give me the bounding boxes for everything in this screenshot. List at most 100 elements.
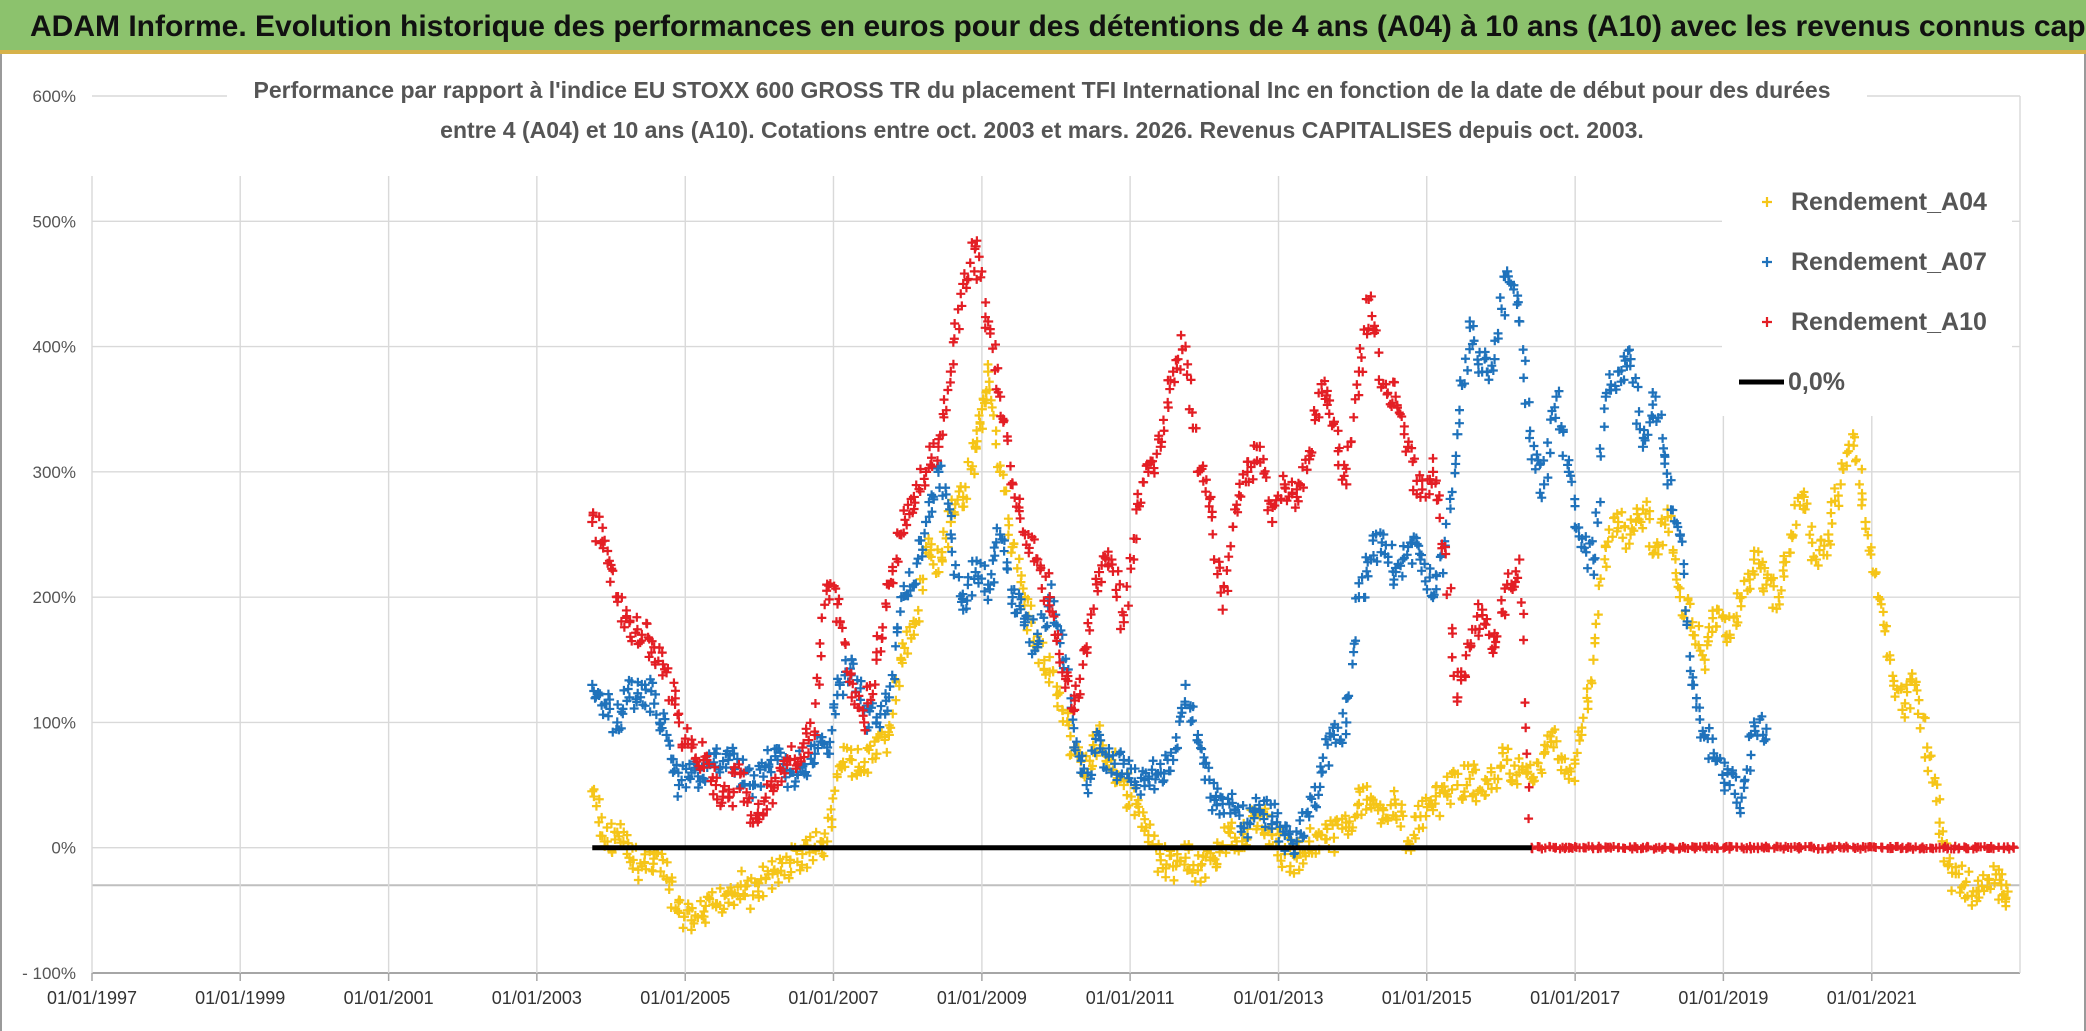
fill-marker bbox=[1631, 373, 1641, 383]
fill-marker bbox=[1016, 570, 1026, 580]
fill-marker bbox=[606, 819, 616, 829]
fill-marker bbox=[886, 723, 896, 733]
fill-marker bbox=[653, 656, 663, 666]
fill-marker bbox=[1217, 793, 1227, 803]
fill-marker bbox=[1712, 622, 1722, 632]
fill-marker bbox=[1822, 550, 1832, 560]
fill-marker bbox=[1069, 723, 1079, 733]
fill-marker bbox=[1672, 575, 1682, 585]
fill-marker bbox=[1131, 783, 1141, 793]
fill-marker bbox=[945, 504, 955, 514]
fill-marker bbox=[1386, 800, 1396, 810]
legend-item: Rendement_A10 bbox=[1762, 308, 1987, 336]
fill-marker bbox=[1629, 526, 1639, 536]
data-point bbox=[1304, 811, 1315, 822]
fill-marker bbox=[847, 771, 857, 781]
fill-marker bbox=[1068, 715, 1078, 725]
fill-marker bbox=[1320, 376, 1330, 386]
fill-marker bbox=[755, 765, 765, 775]
fill-marker bbox=[1349, 647, 1359, 657]
fill-marker bbox=[1520, 698, 1530, 708]
fill-marker bbox=[820, 829, 830, 839]
fill-marker bbox=[667, 877, 677, 887]
fill-marker bbox=[1493, 334, 1503, 344]
fill-marker bbox=[1591, 508, 1601, 518]
fill-marker bbox=[988, 555, 998, 565]
fill-marker bbox=[1091, 574, 1101, 584]
fill-marker bbox=[1333, 723, 1343, 733]
fill-marker bbox=[1075, 674, 1085, 684]
fill-marker bbox=[749, 770, 759, 780]
fill-marker bbox=[1166, 748, 1176, 758]
fill-marker bbox=[1157, 437, 1167, 447]
fill-marker bbox=[826, 804, 836, 814]
fill-marker bbox=[1653, 549, 1663, 559]
fill-marker bbox=[1819, 541, 1829, 551]
fill-marker bbox=[597, 812, 607, 822]
fill-marker bbox=[882, 747, 892, 757]
fill-marker bbox=[827, 725, 837, 735]
fill-marker bbox=[1844, 446, 1854, 456]
fill-marker bbox=[1639, 425, 1649, 435]
fill-marker bbox=[774, 744, 784, 754]
report-banner-title: ADAM Informe. Evolution historique des p… bbox=[0, 0, 2086, 54]
data-point bbox=[1897, 704, 1908, 715]
fill-marker bbox=[1469, 336, 1479, 346]
data-point bbox=[1378, 529, 1389, 540]
fill-marker bbox=[1383, 557, 1393, 567]
data-point bbox=[933, 441, 944, 452]
fill-marker bbox=[891, 695, 901, 705]
fill-marker bbox=[745, 904, 755, 914]
fill-marker bbox=[1058, 706, 1068, 716]
x-tick-label: 01/01/2011 bbox=[1086, 988, 1175, 1008]
fill-marker bbox=[1442, 792, 1452, 802]
fill-marker bbox=[614, 831, 624, 841]
fill-marker bbox=[1524, 814, 1534, 824]
fill-marker bbox=[914, 616, 924, 626]
fill-marker bbox=[712, 744, 722, 754]
data-point bbox=[983, 579, 994, 590]
fill-marker bbox=[725, 750, 735, 760]
fill-marker bbox=[616, 723, 626, 733]
fill-marker bbox=[1039, 613, 1049, 623]
fill-marker bbox=[1596, 574, 1606, 584]
fill-marker bbox=[890, 674, 900, 684]
fill-marker bbox=[1052, 682, 1062, 692]
fill-marker bbox=[828, 793, 838, 803]
data-point bbox=[698, 911, 709, 922]
fill-marker bbox=[899, 505, 909, 515]
fill-marker bbox=[1407, 537, 1417, 547]
fill-marker bbox=[1469, 760, 1479, 770]
fill-marker bbox=[902, 627, 912, 637]
fill-marker bbox=[1668, 545, 1678, 555]
fill-marker bbox=[715, 883, 725, 893]
fill-marker bbox=[1567, 477, 1577, 487]
fill-marker bbox=[1417, 566, 1427, 576]
data-point bbox=[933, 567, 944, 578]
fill-marker bbox=[767, 856, 777, 866]
fill-marker bbox=[777, 776, 787, 786]
fill-marker bbox=[1719, 778, 1729, 788]
fill-marker bbox=[1159, 426, 1169, 436]
fill-marker bbox=[1053, 629, 1063, 639]
fill-marker bbox=[1108, 750, 1118, 760]
data-point bbox=[1699, 654, 1710, 665]
fill-marker bbox=[762, 804, 772, 814]
fill-marker bbox=[1623, 346, 1633, 356]
fill-marker bbox=[1827, 518, 1837, 528]
fill-marker bbox=[598, 523, 608, 533]
fill-marker bbox=[670, 686, 680, 696]
fill-marker bbox=[1634, 407, 1644, 417]
data-point bbox=[760, 792, 771, 803]
data-point bbox=[1502, 755, 1513, 766]
fill-marker bbox=[1123, 601, 1133, 611]
fill-marker bbox=[900, 643, 910, 653]
fill-marker bbox=[1932, 780, 1942, 790]
fill-marker bbox=[696, 896, 706, 906]
fill-marker bbox=[1583, 563, 1593, 573]
fill-marker bbox=[1816, 535, 1826, 545]
fill-marker bbox=[1842, 461, 1852, 471]
fill-marker bbox=[642, 619, 652, 629]
fill-marker bbox=[1807, 522, 1817, 532]
fill-marker bbox=[1071, 681, 1081, 691]
